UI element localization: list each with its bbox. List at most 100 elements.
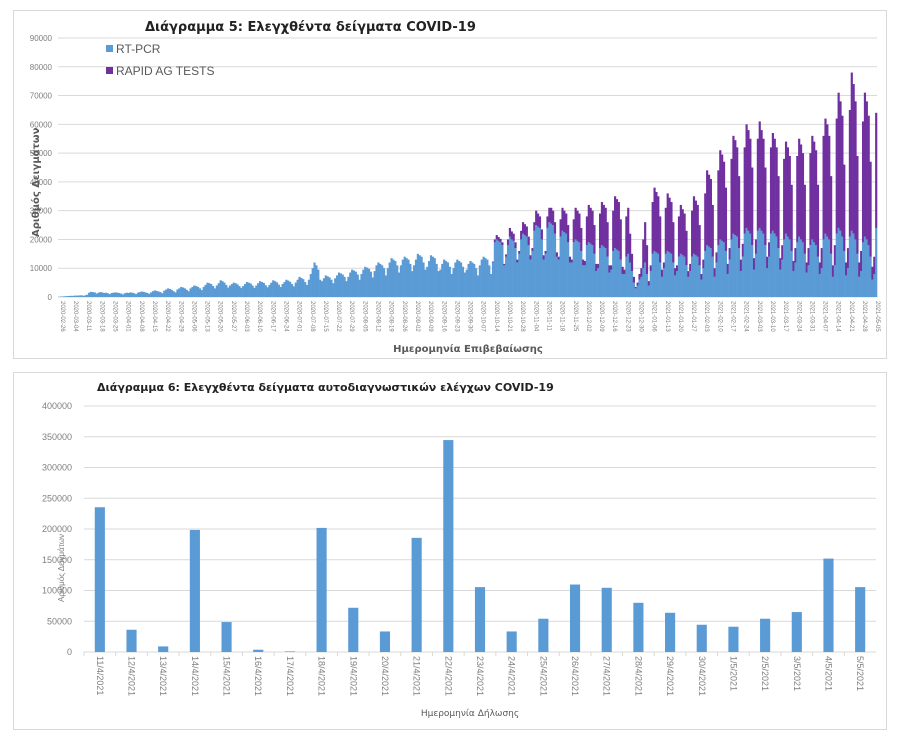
bar-rt-pcr	[559, 236, 562, 297]
bar-rapid-ag	[860, 250, 863, 272]
bar-rapid-ag	[831, 265, 835, 277]
bar-rt-pcr	[666, 250, 669, 297]
y-tick-label: 0	[48, 293, 53, 302]
bar-rapid-ag	[786, 147, 790, 237]
bar-rt-pcr	[401, 259, 404, 297]
bar-rt-pcr	[557, 259, 560, 297]
bar-rapid-ag	[784, 141, 788, 234]
bar-rapid-ag	[499, 238, 502, 243]
bar-rt-pcr	[486, 259, 489, 297]
bar-rt-pcr	[784, 233, 788, 297]
bar-rapid-ag	[835, 118, 838, 234]
bar-rt-pcr	[414, 259, 418, 297]
x-tick-label: 4/5/2021	[823, 656, 833, 691]
bar-rt-pcr	[542, 259, 545, 297]
bar-rt-pcr	[518, 253, 521, 297]
bar-rt-pcr	[593, 253, 596, 297]
bar-rt-pcr	[555, 256, 558, 297]
bar-rapid-ag	[745, 124, 748, 228]
bar-rapid-ag	[625, 216, 628, 257]
bar-rapid-ag	[775, 147, 778, 237]
bar-rapid-ag	[856, 155, 859, 254]
bar-rt-pcr	[129, 292, 132, 297]
bar-rt-pcr	[317, 269, 320, 297]
bar-rt-pcr	[63, 296, 66, 297]
bar-rapid-ag	[521, 222, 525, 234]
bar-rapid-ag	[845, 262, 848, 276]
bar-rapid-ag	[704, 193, 707, 251]
bar-rt-pcr	[473, 263, 476, 297]
bar-rapid-ag	[689, 263, 692, 272]
bar-rt-pcr	[257, 283, 260, 297]
bar-rt-pcr	[195, 286, 198, 297]
bar-rapid-ag	[585, 216, 589, 246]
bar-rt-pcr	[274, 281, 277, 297]
x-tick-label: 21/4/2021	[412, 656, 422, 696]
bar-rt-pcr	[311, 268, 314, 297]
bar-rt-pcr	[627, 253, 630, 297]
bar-rt-pcr	[749, 233, 752, 297]
bar-rt-pcr	[262, 282, 265, 297]
bar-rapid-ag	[696, 204, 699, 257]
bar-rapid-ag	[861, 121, 865, 243]
bar-rt-pcr	[503, 265, 506, 297]
bar-rt-pcr	[512, 240, 515, 297]
x-tick-label: 5/5/2021	[855, 656, 865, 691]
bar-rt-pcr	[873, 273, 876, 297]
bar-rt-pcr	[110, 292, 113, 297]
bar-rt-pcr	[824, 233, 827, 297]
bar-self-test	[601, 587, 612, 652]
bar-rt-pcr	[476, 275, 480, 297]
bar-rt-pcr	[191, 286, 194, 297]
bar-rt-pcr	[848, 236, 852, 297]
bar-rapid-ag	[796, 155, 799, 243]
bar-rt-pcr	[352, 270, 356, 297]
bar-rt-pcr	[330, 279, 333, 297]
bar-rt-pcr	[123, 293, 126, 297]
bar-rt-pcr	[247, 282, 250, 297]
bar-rapid-ag	[762, 138, 765, 234]
bar-rapid-ag	[600, 202, 604, 246]
bar-rt-pcr	[142, 291, 145, 297]
bar-rapid-ag	[799, 144, 803, 240]
y-tick-label: 30000	[30, 207, 53, 216]
x-tick-label: 2020-08-12	[375, 301, 381, 332]
bar-rt-pcr	[754, 253, 758, 297]
bar-rt-pcr	[272, 280, 275, 297]
x-tick-label: 30/4/2021	[697, 656, 707, 696]
bar-rt-pcr	[779, 269, 782, 297]
bar-rt-pcr	[341, 274, 344, 297]
bar-rt-pcr	[428, 261, 431, 297]
bar-rt-pcr	[835, 233, 838, 297]
x-tick-label: 2021-01-27	[690, 301, 696, 332]
bar-rt-pcr	[193, 285, 196, 297]
bar-rapid-ag	[668, 197, 671, 253]
bar-rapid-ag	[732, 135, 735, 234]
bar-self-test	[443, 440, 454, 652]
bar-rt-pcr	[604, 248, 607, 297]
bar-rapid-ag	[544, 250, 547, 254]
bar-rt-pcr	[796, 242, 799, 297]
bar-rt-pcr	[456, 259, 459, 297]
x-tick-label: 2021-03-24	[795, 301, 801, 332]
bar-rt-pcr	[101, 292, 104, 297]
bar-rt-pcr	[510, 239, 513, 297]
bar-rt-pcr	[775, 236, 778, 297]
bar-rt-pcr	[768, 256, 771, 297]
bar-rt-pcr	[307, 279, 311, 297]
bar-rt-pcr	[150, 292, 153, 297]
x-tick-label: 2021-02-24	[743, 301, 749, 332]
bar-self-test	[316, 527, 327, 652]
bar-rt-pcr	[319, 279, 322, 297]
bar-rt-pcr	[630, 271, 634, 297]
bar-rt-pcr	[488, 265, 491, 297]
bar-rapid-ag	[698, 225, 701, 266]
x-tick-label: 2021-04-21	[848, 301, 854, 332]
bar-rt-pcr	[732, 233, 735, 297]
bar-rapid-ag	[570, 259, 573, 263]
bar-rt-pcr	[617, 250, 620, 297]
bar-rapid-ag	[512, 233, 515, 241]
bar-rapid-ag	[873, 256, 876, 274]
bar-rt-pcr	[228, 285, 232, 297]
bar-rt-pcr	[756, 230, 759, 297]
